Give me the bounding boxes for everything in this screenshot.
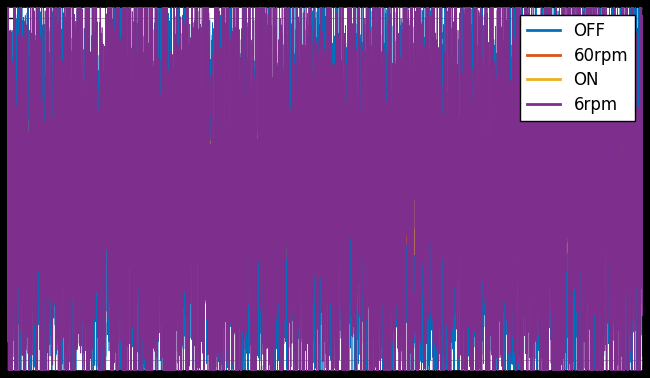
6rpm — [35, 171, 43, 175]
6rpm — [408, 187, 415, 191]
ON — [593, 223, 601, 228]
60rpm — [509, 127, 517, 132]
6rpm — [233, 138, 241, 143]
Line: OFF: OFF — [7, 0, 643, 378]
OFF — [474, 204, 482, 209]
Line: 60rpm: 60rpm — [7, 0, 643, 352]
60rpm — [137, 349, 145, 354]
6rpm — [509, 135, 517, 139]
ON — [509, 165, 517, 170]
60rpm — [474, 135, 482, 139]
ON — [474, 156, 482, 161]
6rpm — [639, 167, 647, 172]
6rpm — [380, 173, 387, 178]
60rpm — [233, 91, 241, 96]
6rpm — [3, 153, 11, 158]
6rpm — [454, 218, 462, 222]
ON — [454, 102, 462, 106]
ON — [380, 199, 387, 204]
Line: 6rpm: 6rpm — [7, 110, 643, 220]
ON — [35, 150, 43, 155]
6rpm — [96, 108, 104, 113]
ON — [3, 166, 11, 171]
Line: ON: ON — [7, 104, 643, 226]
ON — [639, 145, 647, 149]
60rpm — [380, 133, 387, 137]
60rpm — [408, 147, 415, 151]
ON — [407, 178, 415, 183]
6rpm — [474, 154, 482, 159]
OFF — [639, 117, 647, 121]
OFF — [3, 211, 11, 215]
ON — [233, 165, 241, 170]
OFF — [35, 188, 43, 192]
60rpm — [3, 197, 11, 202]
Legend: OFF, 60rpm, ON, 6rpm: OFF, 60rpm, ON, 6rpm — [520, 15, 634, 121]
OFF — [233, 342, 241, 347]
OFF — [509, 67, 517, 71]
60rpm — [639, 166, 647, 170]
60rpm — [35, 179, 43, 184]
OFF — [380, 178, 387, 182]
